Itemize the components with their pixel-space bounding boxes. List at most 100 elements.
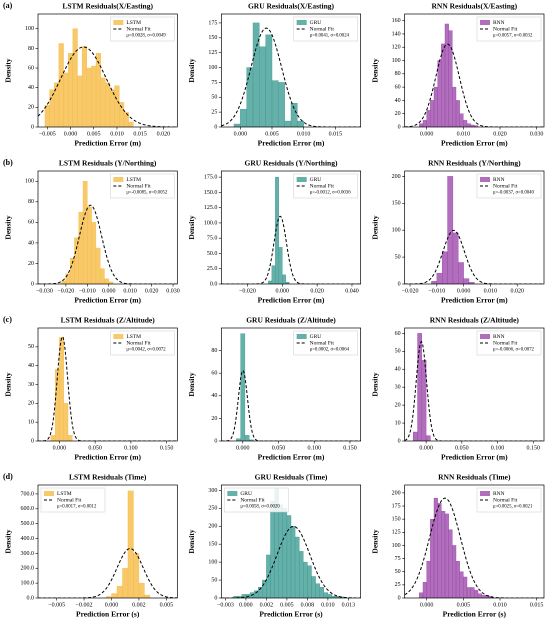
y-tick-label: 125.0: [204, 205, 218, 211]
y-tick-label: 20: [395, 403, 401, 409]
y-tick-label: 100: [392, 58, 401, 64]
bar: [63, 403, 69, 441]
bar: [419, 592, 424, 598]
bar: [452, 86, 457, 127]
y-tick-label: 80: [28, 46, 34, 52]
y-axis-label: Density: [4, 529, 13, 553]
y-tick-label: 60: [395, 331, 401, 337]
bar: [413, 431, 418, 441]
bar: [50, 435, 56, 441]
bar: [452, 232, 459, 284]
y-tick-label: 20: [28, 261, 34, 267]
x-axis-label: Prediction Error (m): [74, 296, 141, 305]
y-tick-label: 125: [208, 50, 217, 56]
normal-fit: [221, 215, 361, 284]
bar: [290, 526, 296, 598]
bar: [44, 105, 50, 127]
bar: [144, 594, 151, 598]
bar: [430, 100, 435, 127]
bar: [285, 281, 290, 284]
plot-frame: [404, 13, 545, 128]
legend-label: Normal Fit: [310, 26, 335, 32]
x-tick-label: 0.050: [455, 445, 469, 451]
legend-label: LSTM: [126, 20, 141, 26]
bar: [284, 120, 292, 127]
bar: [100, 77, 106, 127]
y-tick-label: 150: [392, 517, 401, 523]
y-tick-label: 0: [31, 438, 34, 444]
bar: [303, 561, 308, 598]
x-tick-label: 0.010: [457, 131, 471, 137]
y-tick-label: 175: [208, 20, 217, 26]
x-tick-label: 0.020: [157, 131, 171, 137]
chart-title: RNN Residuals (Time): [438, 473, 511, 482]
x-axis-label: Prediction Error (s): [76, 610, 140, 619]
fit-params: μ=-0.0066, σ=0.0072: [493, 348, 535, 353]
y-tick-label: 40: [395, 367, 401, 373]
x-tick-label: 0.005: [265, 131, 279, 137]
plot-frame: [404, 170, 545, 285]
bar: [422, 582, 427, 598]
legend-swatch: [480, 491, 490, 496]
y-tick-label: 250: [208, 506, 217, 512]
y-tick-label: 20: [395, 111, 401, 117]
bars: [431, 176, 475, 284]
x-tick-label: 0.010: [110, 131, 124, 137]
legend-label: Normal Fit: [126, 340, 151, 346]
fit-params: μ=-0.0012, σ=0.0036: [310, 191, 352, 196]
panel-label: (c): [3, 315, 12, 324]
bar: [477, 593, 482, 598]
plot-frame: [37, 327, 178, 442]
normal-fit: [38, 335, 178, 441]
y-axis-label: Density: [370, 58, 379, 82]
x-tick-label: 0.013: [342, 602, 356, 608]
x-tick-label: 0.100: [124, 445, 138, 451]
x-tick-label: 0.010: [484, 288, 498, 294]
y-tick-label: 80: [395, 71, 401, 77]
bar: [246, 67, 254, 127]
x-tick-label: 0.000: [420, 602, 434, 608]
plot-frame: [37, 484, 178, 599]
bar: [91, 65, 97, 127]
y-tick-label: 0.0: [27, 595, 35, 601]
bars: [44, 28, 134, 127]
bar: [104, 278, 109, 284]
y-tick-label: 50.0: [207, 251, 218, 257]
legend-swatch: [113, 177, 124, 182]
y-tick-label: 50: [395, 349, 401, 355]
legend-label: Normal Fit: [493, 340, 518, 346]
x-tick-label: 0.000: [234, 131, 248, 137]
bar: [74, 237, 79, 284]
chart-title: LSTM Residuals (Time): [69, 473, 147, 482]
y-tick-label: 100.0: [21, 581, 35, 587]
bar: [441, 251, 448, 284]
x-tick-label: 0.005: [457, 602, 471, 608]
y-tick-label: 100: [25, 179, 34, 185]
y-tick-label: 40: [211, 393, 217, 399]
y-tick-label: 80: [28, 199, 34, 205]
y-tick-label: 60: [28, 220, 34, 226]
bar: [448, 529, 453, 598]
y-tick-label: 0: [398, 124, 401, 130]
bar: [447, 176, 454, 284]
x-tick-label: 0.020: [510, 288, 524, 294]
chart-title: GRU Residuals(X/Easting): [248, 2, 335, 11]
y-tick-label: 200: [208, 524, 217, 530]
legend-label: Normal Fit: [493, 497, 518, 503]
y-tick-label: 100: [208, 65, 217, 71]
bar: [436, 273, 443, 284]
y-tick-label: 50: [211, 95, 217, 101]
y-axis-label: Density: [4, 372, 13, 396]
x-tick-label: 0.010: [297, 131, 311, 137]
chart-title: RNN Residuals(X/Easting): [432, 2, 518, 11]
bar: [441, 511, 446, 598]
bar: [111, 593, 118, 598]
bar: [278, 504, 284, 598]
y-tick-label: 0: [214, 124, 217, 130]
bar: [298, 551, 304, 598]
bar: [463, 120, 468, 127]
bar: [466, 587, 471, 598]
x-axis-label: Prediction Error (m): [258, 453, 325, 462]
y-axis-label: Density: [187, 58, 196, 82]
bar: [65, 273, 71, 284]
